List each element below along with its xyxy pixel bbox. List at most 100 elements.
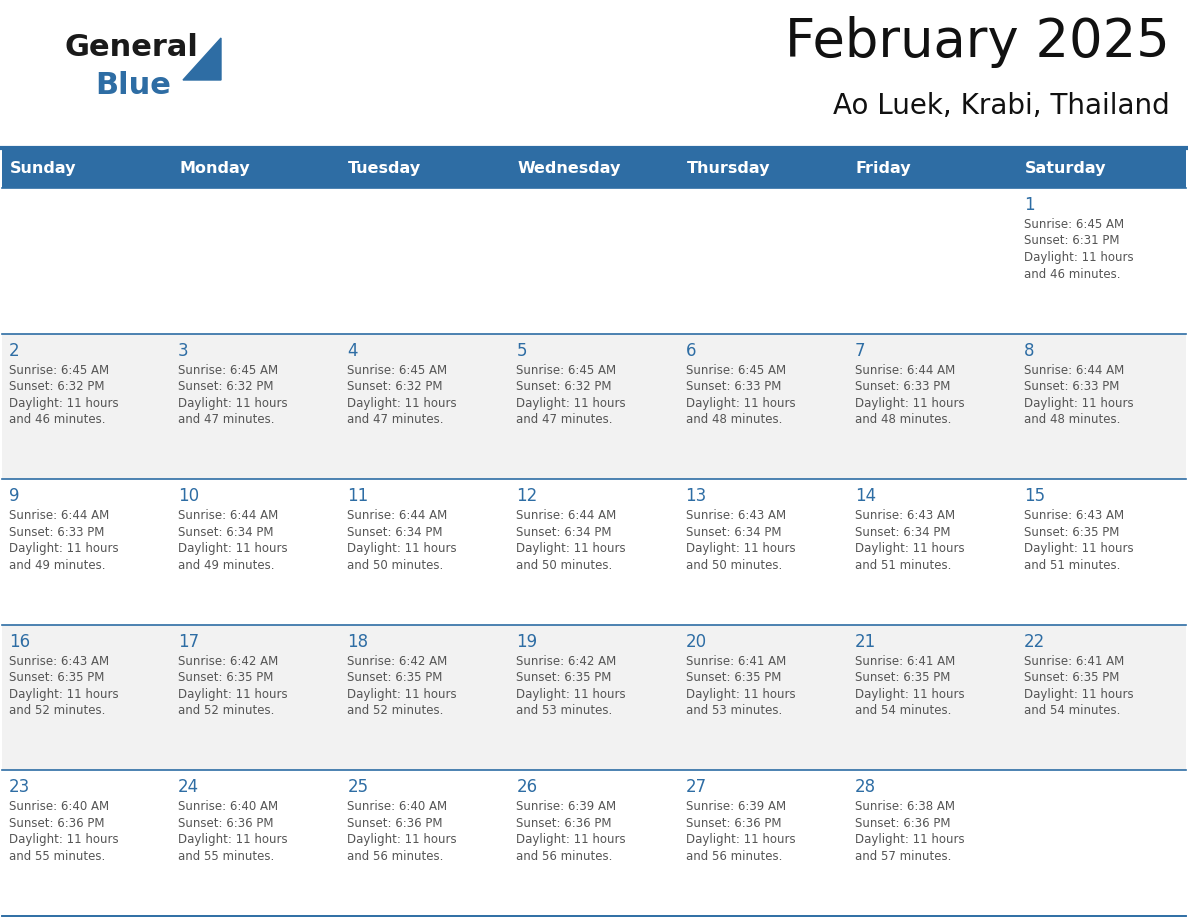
Text: Sunset: 6:33 PM: Sunset: 6:33 PM bbox=[10, 526, 105, 539]
Text: 19: 19 bbox=[517, 633, 537, 651]
Text: 8: 8 bbox=[1024, 341, 1035, 360]
Text: Sunset: 6:32 PM: Sunset: 6:32 PM bbox=[517, 380, 612, 393]
Text: Sunset: 6:34 PM: Sunset: 6:34 PM bbox=[178, 526, 273, 539]
Text: 3: 3 bbox=[178, 341, 189, 360]
Text: Daylight: 11 hours: Daylight: 11 hours bbox=[1024, 251, 1133, 264]
Text: Sunrise: 6:41 AM: Sunrise: 6:41 AM bbox=[685, 655, 785, 667]
Text: Sunrise: 6:45 AM: Sunrise: 6:45 AM bbox=[517, 364, 617, 376]
Text: Sunrise: 6:42 AM: Sunrise: 6:42 AM bbox=[178, 655, 278, 667]
Bar bbox=[2, 333, 1186, 479]
Text: Blue: Blue bbox=[95, 71, 171, 100]
Text: Daylight: 11 hours: Daylight: 11 hours bbox=[854, 688, 965, 700]
Text: Sunrise: 6:39 AM: Sunrise: 6:39 AM bbox=[685, 800, 785, 813]
Text: and 51 minutes.: and 51 minutes. bbox=[854, 559, 952, 572]
Text: 2: 2 bbox=[10, 341, 20, 360]
Text: 24: 24 bbox=[178, 778, 200, 797]
Text: 13: 13 bbox=[685, 487, 707, 505]
Text: Tuesday: Tuesday bbox=[348, 162, 422, 176]
Text: Sunset: 6:32 PM: Sunset: 6:32 PM bbox=[10, 380, 105, 393]
Text: Sunset: 6:36 PM: Sunset: 6:36 PM bbox=[854, 817, 950, 830]
Bar bbox=[171, 150, 340, 188]
Text: Wednesday: Wednesday bbox=[518, 162, 621, 176]
Text: and 50 minutes.: and 50 minutes. bbox=[685, 559, 782, 572]
Text: Daylight: 11 hours: Daylight: 11 hours bbox=[347, 397, 457, 409]
Text: Sunrise: 6:41 AM: Sunrise: 6:41 AM bbox=[854, 655, 955, 667]
Text: and 56 minutes.: and 56 minutes. bbox=[685, 850, 782, 863]
Text: Sunset: 6:36 PM: Sunset: 6:36 PM bbox=[178, 817, 273, 830]
Text: 18: 18 bbox=[347, 633, 368, 651]
Text: and 55 minutes.: and 55 minutes. bbox=[178, 850, 274, 863]
Text: 10: 10 bbox=[178, 487, 200, 505]
Text: Monday: Monday bbox=[179, 162, 249, 176]
Bar bbox=[2, 625, 1186, 770]
Text: Sunset: 6:32 PM: Sunset: 6:32 PM bbox=[178, 380, 273, 393]
Text: 5: 5 bbox=[517, 341, 527, 360]
Bar bbox=[2, 150, 171, 188]
Text: Sunrise: 6:45 AM: Sunrise: 6:45 AM bbox=[347, 364, 448, 376]
Text: Sunrise: 6:40 AM: Sunrise: 6:40 AM bbox=[347, 800, 448, 813]
Text: 16: 16 bbox=[10, 633, 30, 651]
Text: Daylight: 11 hours: Daylight: 11 hours bbox=[517, 543, 626, 555]
Text: Sunset: 6:34 PM: Sunset: 6:34 PM bbox=[685, 526, 781, 539]
Bar bbox=[1017, 150, 1186, 188]
Text: Daylight: 11 hours: Daylight: 11 hours bbox=[10, 397, 119, 409]
Bar bbox=[848, 150, 1017, 188]
Text: Sunrise: 6:40 AM: Sunrise: 6:40 AM bbox=[178, 800, 278, 813]
Text: Daylight: 11 hours: Daylight: 11 hours bbox=[685, 834, 795, 846]
Text: Daylight: 11 hours: Daylight: 11 hours bbox=[1024, 543, 1133, 555]
Text: and 46 minutes.: and 46 minutes. bbox=[10, 413, 106, 426]
Bar bbox=[510, 150, 678, 188]
Text: 22: 22 bbox=[1024, 633, 1045, 651]
Text: Daylight: 11 hours: Daylight: 11 hours bbox=[178, 688, 287, 700]
Text: Sunrise: 6:44 AM: Sunrise: 6:44 AM bbox=[347, 509, 448, 522]
Text: Daylight: 11 hours: Daylight: 11 hours bbox=[178, 834, 287, 846]
Text: Sunrise: 6:38 AM: Sunrise: 6:38 AM bbox=[854, 800, 955, 813]
Text: 15: 15 bbox=[1024, 487, 1045, 505]
Text: Daylight: 11 hours: Daylight: 11 hours bbox=[1024, 688, 1133, 700]
Text: 14: 14 bbox=[854, 487, 876, 505]
Text: Sunset: 6:36 PM: Sunset: 6:36 PM bbox=[10, 817, 105, 830]
Text: Sunrise: 6:44 AM: Sunrise: 6:44 AM bbox=[854, 364, 955, 376]
Bar bbox=[2, 770, 1186, 916]
Text: Sunrise: 6:43 AM: Sunrise: 6:43 AM bbox=[685, 509, 785, 522]
Text: Daylight: 11 hours: Daylight: 11 hours bbox=[347, 834, 457, 846]
Text: Ao Luek, Krabi, Thailand: Ao Luek, Krabi, Thailand bbox=[833, 92, 1170, 120]
Text: and 48 minutes.: and 48 minutes. bbox=[854, 413, 952, 426]
Text: 11: 11 bbox=[347, 487, 368, 505]
Text: Sunrise: 6:45 AM: Sunrise: 6:45 AM bbox=[178, 364, 278, 376]
Text: Sunset: 6:35 PM: Sunset: 6:35 PM bbox=[178, 671, 273, 684]
Text: and 54 minutes.: and 54 minutes. bbox=[854, 704, 952, 717]
Text: Sunrise: 6:39 AM: Sunrise: 6:39 AM bbox=[517, 800, 617, 813]
Text: Daylight: 11 hours: Daylight: 11 hours bbox=[517, 688, 626, 700]
Text: Sunrise: 6:44 AM: Sunrise: 6:44 AM bbox=[10, 509, 109, 522]
Text: 4: 4 bbox=[347, 341, 358, 360]
Bar bbox=[2, 479, 1186, 625]
Text: and 49 minutes.: and 49 minutes. bbox=[178, 559, 274, 572]
Text: and 48 minutes.: and 48 minutes. bbox=[685, 413, 782, 426]
Text: and 50 minutes.: and 50 minutes. bbox=[517, 559, 613, 572]
Text: Sunset: 6:34 PM: Sunset: 6:34 PM bbox=[854, 526, 950, 539]
Text: and 48 minutes.: and 48 minutes. bbox=[1024, 413, 1120, 426]
Text: Daylight: 11 hours: Daylight: 11 hours bbox=[685, 688, 795, 700]
Text: and 56 minutes.: and 56 minutes. bbox=[517, 850, 613, 863]
Text: and 52 minutes.: and 52 minutes. bbox=[10, 704, 106, 717]
Text: Sunset: 6:36 PM: Sunset: 6:36 PM bbox=[685, 817, 781, 830]
Text: and 54 minutes.: and 54 minutes. bbox=[1024, 704, 1120, 717]
Text: Sunset: 6:35 PM: Sunset: 6:35 PM bbox=[1024, 526, 1119, 539]
Text: Daylight: 11 hours: Daylight: 11 hours bbox=[685, 543, 795, 555]
Text: Daylight: 11 hours: Daylight: 11 hours bbox=[685, 397, 795, 409]
Text: 23: 23 bbox=[10, 778, 30, 797]
Text: 20: 20 bbox=[685, 633, 707, 651]
Text: Sunset: 6:33 PM: Sunset: 6:33 PM bbox=[685, 380, 781, 393]
Text: Sunrise: 6:40 AM: Sunrise: 6:40 AM bbox=[10, 800, 109, 813]
Text: and 57 minutes.: and 57 minutes. bbox=[854, 850, 952, 863]
Text: Daylight: 11 hours: Daylight: 11 hours bbox=[854, 834, 965, 846]
Text: Sunrise: 6:43 AM: Sunrise: 6:43 AM bbox=[10, 655, 109, 667]
Bar bbox=[678, 150, 848, 188]
Text: Sunrise: 6:44 AM: Sunrise: 6:44 AM bbox=[517, 509, 617, 522]
Text: 27: 27 bbox=[685, 778, 707, 797]
Text: Sunset: 6:34 PM: Sunset: 6:34 PM bbox=[517, 526, 612, 539]
Text: Sunset: 6:31 PM: Sunset: 6:31 PM bbox=[1024, 234, 1119, 248]
Text: Sunset: 6:36 PM: Sunset: 6:36 PM bbox=[347, 817, 443, 830]
Polygon shape bbox=[183, 38, 221, 80]
